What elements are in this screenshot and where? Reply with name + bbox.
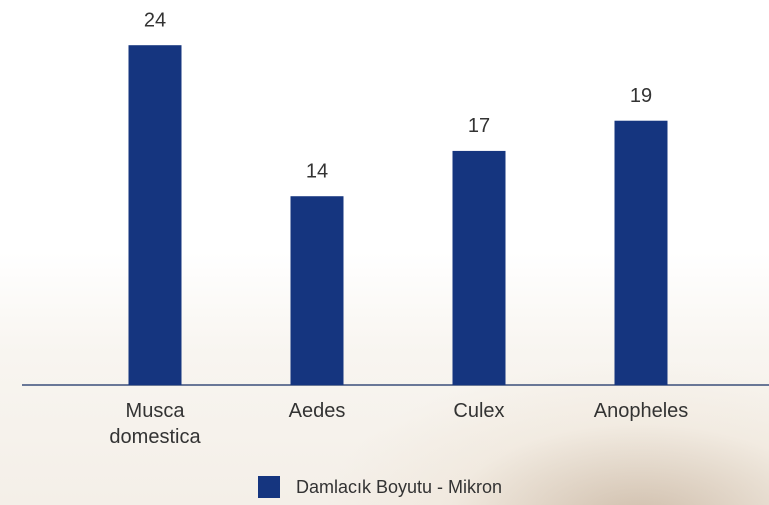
x-tick-label: Culex xyxy=(453,400,505,422)
value-label: 19 xyxy=(630,85,652,107)
bar xyxy=(128,45,182,386)
x-tick-label: Anopheles xyxy=(593,400,689,422)
legend-label: Damlacık Boyutu - Mikron xyxy=(296,477,502,497)
bar xyxy=(614,120,668,385)
x-tick-label: Musca domestica xyxy=(109,400,201,448)
value-label: 17 xyxy=(468,115,490,137)
bar xyxy=(290,196,344,385)
x-tick-label: Aedes xyxy=(288,400,346,422)
value-label: 14 xyxy=(306,161,328,183)
value-label: 24 xyxy=(144,9,166,31)
bar xyxy=(452,150,506,385)
legend-swatch xyxy=(258,476,280,498)
